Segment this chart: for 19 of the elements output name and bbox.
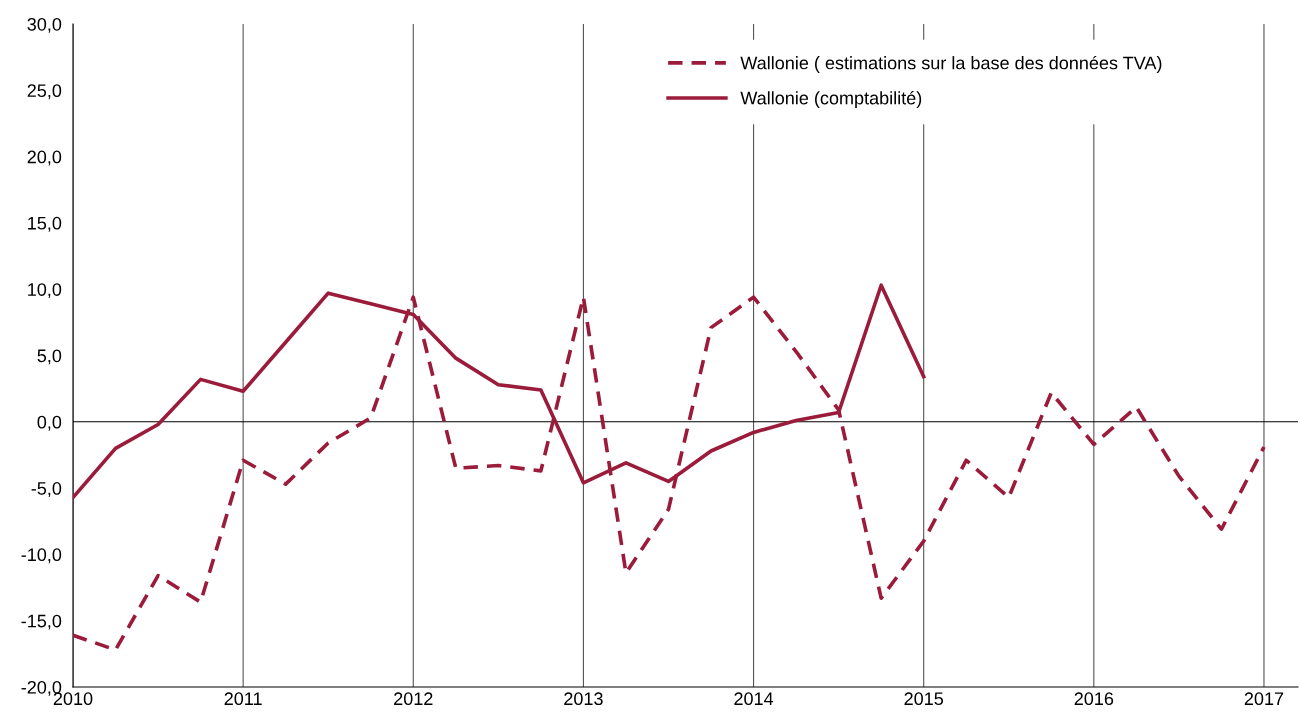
x-tick-label: 2012: [394, 692, 433, 706]
x-tick-label: 2015: [904, 692, 944, 706]
y-tick-label: -5,0: [31, 482, 62, 497]
y-tick-label: 30,0: [27, 17, 62, 33]
x-tick-label: 2013: [564, 692, 603, 706]
x-tick-label: 2011: [224, 692, 262, 706]
y-tick-label: -15,0: [21, 614, 62, 630]
x-tick-label: 2014: [734, 692, 774, 706]
y-tick-label: 5,0: [37, 349, 62, 365]
legend-label: Wallonie ( estimations sur la base des données TVA): [740, 55, 1162, 73]
y-tick-label: 15,0: [28, 216, 62, 232]
legend-label: Wallonie (comptabilité): [740, 91, 922, 109]
x-tick-label: 2017: [1244, 692, 1284, 706]
y-tick-label: 25,0: [27, 84, 62, 100]
y-tick-label: 10,0: [28, 283, 62, 299]
y-tick-label: 0,0: [37, 415, 62, 431]
x-tick-label: 2016: [1074, 692, 1114, 706]
y-tick-label: -10,0: [21, 548, 62, 564]
y-tick-label: 20,0: [27, 150, 62, 166]
